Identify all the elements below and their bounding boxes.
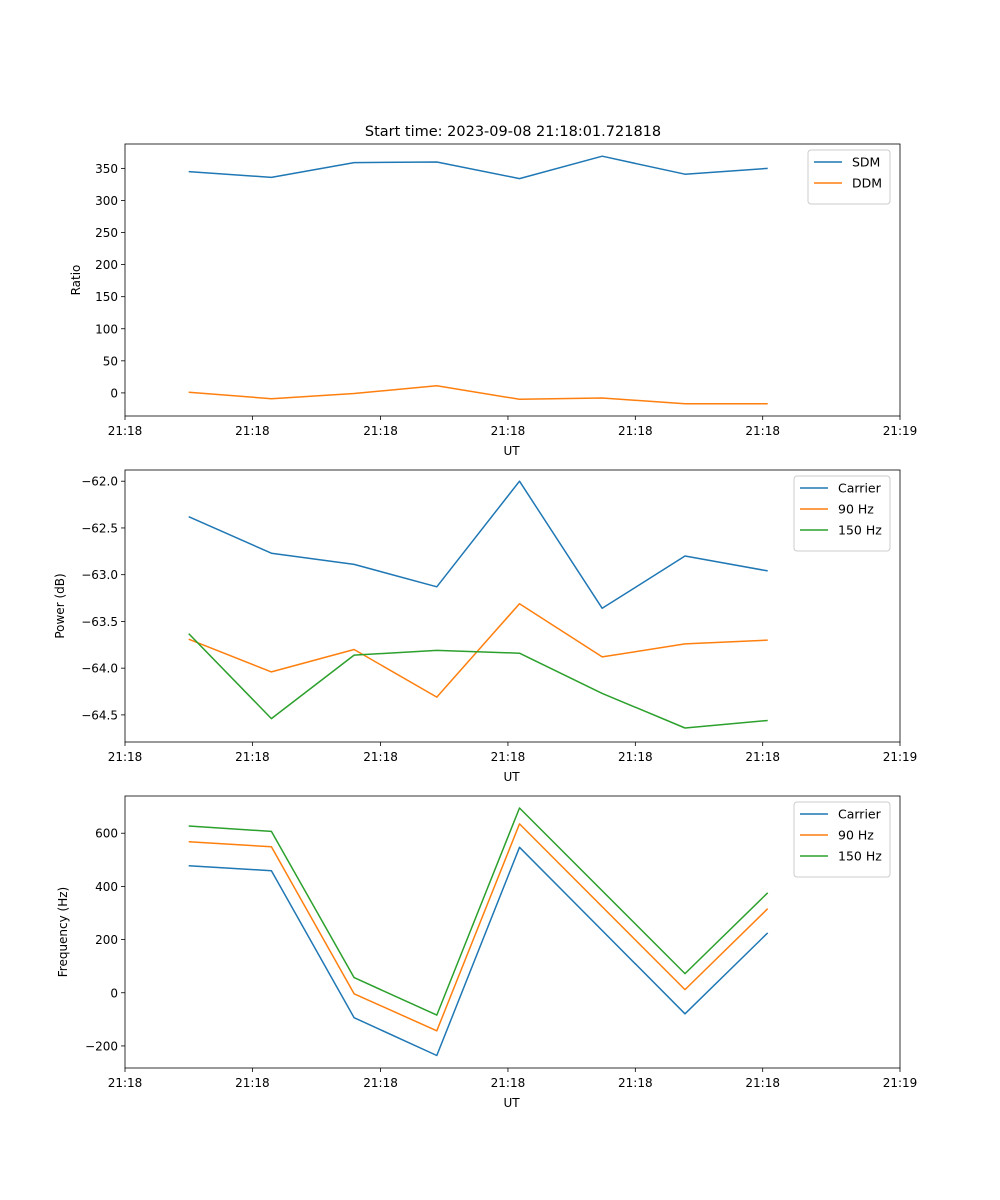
legend-label-carrier: Carrier	[838, 481, 882, 496]
legend-label-carrier: Carrier	[838, 807, 882, 822]
y-axis-label: Power (dB)	[53, 573, 67, 638]
x-tick-label: 21:18	[745, 424, 780, 438]
chart-panel-2: 21:18 21:18 21:18 21:18 21:18 21:18 21:19 −64.5…	[53, 469, 918, 784]
x-tick-label: 21:18	[108, 750, 143, 764]
series-line-90-hz	[188, 823, 769, 1032]
y-tick-label: 50	[103, 354, 118, 368]
x-tick-label: 21:18	[491, 1076, 526, 1090]
x-tick-label: 21:18	[745, 1076, 780, 1090]
legend-frame	[807, 149, 891, 205]
axes-frame	[124, 469, 901, 743]
x-tick-label: 21:18	[235, 1076, 270, 1090]
series-line-150-hz	[188, 807, 769, 1016]
y-tick-label: −64.5	[81, 708, 118, 722]
legend-label-150-hz: 150 Hz	[838, 523, 882, 538]
y-tick-label: −63.0	[81, 568, 118, 582]
x-tick-label: 21:19	[883, 750, 918, 764]
chart-panel-3: 21:18 21:18 21:18 21:18 21:18 21:18 21:19 −200 0…	[56, 795, 918, 1110]
series-line-150-hz	[188, 633, 768, 729]
legend-frame	[793, 801, 891, 878]
series-line-90-hz	[188, 602, 768, 698]
x-axis-label: UT	[503, 770, 520, 784]
y-tick-label: 350	[95, 162, 118, 176]
legend-label-sdm: SDM	[852, 155, 880, 170]
x-tick-label: 21:18	[618, 1076, 653, 1090]
series-line-sdm	[188, 155, 768, 180]
x-tick-label: 21:18	[363, 424, 398, 438]
y-tick-label: −64.0	[81, 662, 118, 676]
series-line-carrier	[188, 480, 768, 610]
x-tick-label: 21:18	[491, 750, 526, 764]
x-tick-label: 21:18	[618, 750, 653, 764]
y-tick-label: 600	[95, 827, 118, 841]
y-tick-label: −62.5	[81, 521, 118, 535]
y-tick-label: 0	[110, 386, 118, 400]
axes-frame	[124, 795, 901, 1069]
axes-frame	[124, 143, 901, 417]
x-tick-label: 21:18	[745, 750, 780, 764]
y-tick-label: −63.5	[81, 615, 118, 629]
x-tick-label: 21:18	[235, 424, 270, 438]
y-tick-label: 200	[95, 933, 118, 947]
x-axis-label: UT	[503, 444, 520, 458]
legend: Carrier 90 Hz 150 Hz	[793, 475, 891, 552]
y-tick-label: 200	[95, 258, 118, 272]
figure-title: Start time: 2023-09-08 21:18:01.721818	[365, 124, 661, 140]
x-tick-label: 21:19	[883, 1076, 918, 1090]
x-axis-label: UT	[503, 1096, 520, 1110]
y-tick-label: 100	[95, 322, 118, 336]
series-line-ddm	[188, 385, 768, 405]
legend-label-150-hz: 150 Hz	[838, 849, 882, 864]
legend: SDM DDM	[807, 149, 891, 205]
x-tick-label: 21:18	[235, 750, 270, 764]
x-tick-label: 21:18	[108, 1076, 143, 1090]
x-tick-label: 21:18	[618, 424, 653, 438]
y-tick-label: −200	[85, 1039, 118, 1053]
x-tick-label: 21:18	[363, 750, 398, 764]
legend: Carrier 90 Hz 150 Hz	[793, 801, 891, 878]
legend-frame	[793, 475, 891, 552]
y-axis-label: Ratio	[69, 265, 83, 296]
series-line-carrier	[188, 846, 769, 1057]
legend-label-90-hz: 90 Hz	[838, 502, 874, 517]
y-tick-label: −62.0	[81, 475, 118, 489]
y-axis-label: Frequency (Hz)	[56, 887, 70, 978]
x-tick-label: 21:19	[883, 424, 918, 438]
y-tick-label: 250	[95, 226, 118, 240]
y-tick-label: 150	[95, 290, 118, 304]
y-tick-label: 300	[95, 194, 118, 208]
y-tick-label: 0	[110, 986, 118, 1000]
chart-panel-1: 21:18 21:18 21:18 21:18 21:18 21:18 21:19 0 50 10…	[69, 143, 918, 458]
y-tick-label: 400	[95, 880, 118, 894]
legend-label-90-hz: 90 Hz	[838, 828, 874, 843]
x-tick-label: 21:18	[108, 424, 143, 438]
x-tick-label: 21:18	[363, 1076, 398, 1090]
x-tick-label: 21:18	[491, 424, 526, 438]
legend-label-ddm: DDM	[852, 176, 882, 191]
